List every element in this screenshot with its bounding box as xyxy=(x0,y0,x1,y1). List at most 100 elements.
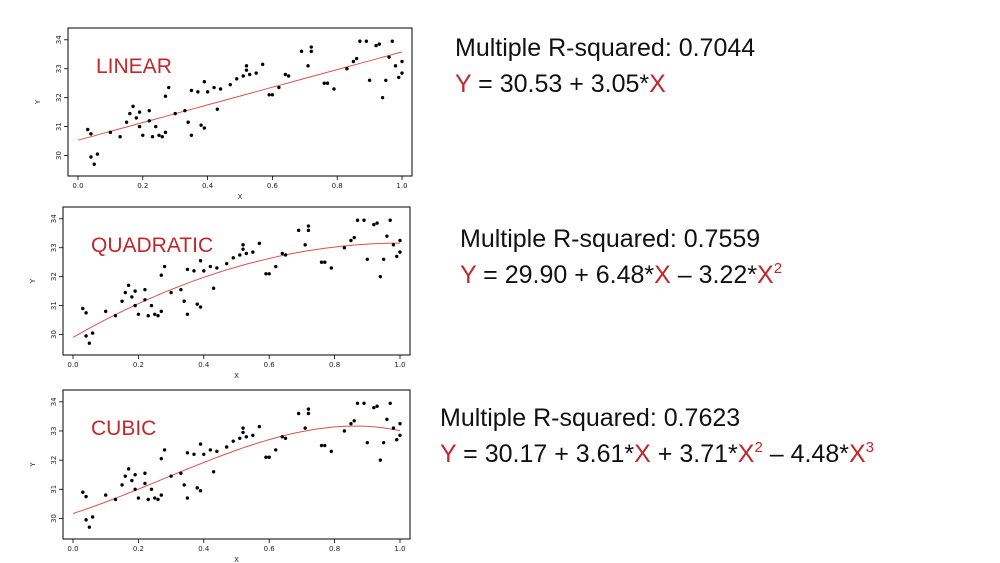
data-point xyxy=(146,314,150,318)
y-tick-label: 33 xyxy=(50,243,58,252)
data-point xyxy=(167,85,171,90)
data-point xyxy=(274,264,278,269)
fit-curve xyxy=(72,425,401,514)
data-point xyxy=(108,130,113,135)
cubic-eq-y: Y xyxy=(440,440,457,468)
data-point xyxy=(183,108,187,113)
data-point xyxy=(212,85,216,90)
data-point xyxy=(235,77,239,81)
y-tick-label: 32 xyxy=(50,456,58,465)
data-point xyxy=(218,87,223,91)
data-point xyxy=(378,274,383,279)
data-point xyxy=(134,116,139,120)
data-point xyxy=(286,74,291,78)
data-point xyxy=(198,442,203,446)
data-point xyxy=(342,429,347,433)
data-point xyxy=(143,287,147,292)
data-point xyxy=(319,443,324,448)
data-point xyxy=(195,486,199,490)
linear-stats: Multiple R-squared: 0.7044 Y = 30.53 + 3… xyxy=(455,30,755,102)
linear-chart: 0.0 0.2 0.4 0.6 0.8 1.0 30 31 32 33 34 X Y LINEAR xyxy=(34,27,413,201)
data-point xyxy=(84,334,88,338)
data-point xyxy=(162,264,167,269)
data-point xyxy=(215,107,220,111)
data-point xyxy=(342,246,347,250)
data-point xyxy=(192,269,196,273)
data-point xyxy=(398,433,402,438)
data-point xyxy=(224,445,229,449)
data-point xyxy=(391,426,396,430)
data-point xyxy=(159,456,163,461)
data-point xyxy=(228,82,232,87)
data-point xyxy=(364,39,369,43)
data-point xyxy=(189,88,194,93)
data-point xyxy=(393,64,398,68)
data-point xyxy=(329,266,334,270)
cubic-eq-mid2: – 4.48* xyxy=(762,440,849,468)
data-point xyxy=(84,518,88,522)
data-point xyxy=(186,120,190,124)
data-point xyxy=(198,259,203,263)
data-point xyxy=(154,124,158,129)
x-tick-label: 1.0 xyxy=(394,361,405,369)
data-point xyxy=(81,490,85,494)
data-point xyxy=(163,130,168,135)
data-point xyxy=(185,451,190,455)
quadratic-eq-x1: X xyxy=(654,261,671,289)
data-point xyxy=(84,311,88,315)
data-point xyxy=(198,489,203,493)
data-point xyxy=(329,449,334,454)
linear-equation: Y = 30.53 + 3.05*X xyxy=(455,66,755,102)
data-point xyxy=(375,404,379,408)
x-tick-label: 0.4 xyxy=(198,361,210,369)
data-point xyxy=(153,312,157,316)
x-tick-label: 0.2 xyxy=(137,182,148,190)
y-tick-label: 30 xyxy=(55,151,63,160)
data-point xyxy=(130,478,134,483)
data-point xyxy=(146,497,150,502)
data-point xyxy=(352,235,356,240)
quadratic-chart: 0.0 0.2 0.4 0.6 0.8 1.0 30 31 32 33 34 X Y QUADRATIC xyxy=(29,206,411,380)
data-point xyxy=(267,272,271,276)
data-point xyxy=(349,421,353,426)
cubic-eq-sup3: 3 xyxy=(865,439,874,456)
quadratic-stats: Multiple R-squared: 0.7559 Y = 29.90 + 6… xyxy=(460,221,782,297)
cubic-eq-terms: = 30.17 + 3.61* xyxy=(456,440,635,468)
data-point xyxy=(157,133,161,137)
data-point xyxy=(189,133,194,137)
data-point xyxy=(81,306,85,311)
data-point xyxy=(241,247,245,251)
quadratic-eq-terms: = 29.90 + 6.48* xyxy=(476,261,655,289)
data-point xyxy=(126,283,131,288)
data-point xyxy=(202,80,207,84)
data-point xyxy=(264,455,268,459)
linear-eq-terms: = 30.53 + 3.05* xyxy=(471,70,650,98)
x-tick-label: 0.8 xyxy=(329,361,340,369)
linear-eq-x1: X xyxy=(649,70,666,98)
data-point xyxy=(90,331,95,335)
model-label: LINEAR xyxy=(96,55,172,78)
linear-panel: 0.0 0.2 0.4 0.6 0.8 1.0 30 31 32 33 34 X Y LINEAR xyxy=(0,10,430,201)
x-axis-title: X xyxy=(238,193,243,201)
data-point xyxy=(274,448,278,452)
x-tick-label: 0.6 xyxy=(264,361,276,369)
data-point xyxy=(87,525,92,529)
data-point xyxy=(260,62,265,67)
x-tick-label: 0.4 xyxy=(202,182,214,190)
data-point xyxy=(150,135,155,139)
data-point xyxy=(380,95,385,100)
y-tick-label: 30 xyxy=(50,330,58,339)
data-point xyxy=(264,272,268,276)
data-point xyxy=(345,67,349,71)
plot-frame xyxy=(62,206,411,356)
data-point xyxy=(244,68,249,72)
data-point xyxy=(124,120,129,124)
data-point xyxy=(267,455,271,459)
data-point xyxy=(182,299,186,303)
data-point xyxy=(90,515,95,519)
data-point xyxy=(323,443,327,448)
cubic-eq-x1: X xyxy=(634,440,651,468)
y-tick-label: 31 xyxy=(50,301,58,310)
data-point xyxy=(130,295,134,299)
y-axis-title: Y xyxy=(34,99,42,105)
